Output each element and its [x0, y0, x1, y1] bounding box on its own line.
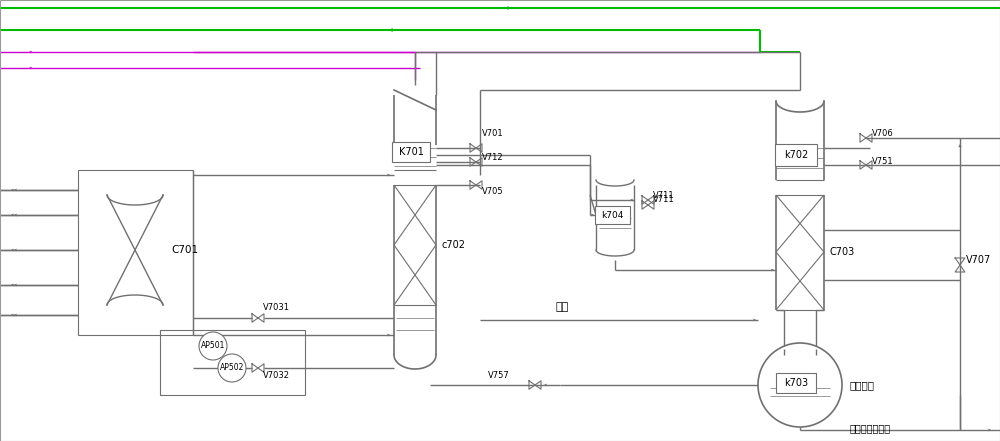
Text: V757: V757 [488, 370, 510, 380]
Bar [776, 373, 816, 393]
Text: V711: V711 [653, 195, 675, 205]
Bar [160, 330, 305, 395]
Text: AP501: AP501 [201, 341, 225, 351]
Text: V705: V705 [482, 187, 504, 197]
Text: V701: V701 [482, 128, 504, 138]
Text: V711: V711 [653, 191, 675, 199]
Bar [78, 170, 193, 335]
Text: C701: C701 [171, 245, 198, 255]
Text: V7032: V7032 [263, 370, 290, 380]
Text: k704: k704 [601, 210, 623, 220]
Text: AP502: AP502 [220, 363, 244, 373]
Text: C703: C703 [830, 247, 855, 257]
Text: V751: V751 [872, 157, 894, 167]
Text: 热源: 热源 [555, 302, 568, 312]
Bar [594, 206, 630, 224]
Circle shape [758, 343, 842, 427]
Text: V712: V712 [482, 153, 504, 162]
Text: 中压氩泵至管网: 中压氩泵至管网 [850, 423, 891, 433]
Text: k703: k703 [784, 378, 808, 388]
Bar [392, 142, 430, 162]
Text: V7031: V7031 [263, 303, 290, 313]
Bar [775, 144, 817, 166]
Circle shape [218, 354, 246, 382]
Text: k702: k702 [784, 150, 808, 160]
Circle shape [199, 332, 227, 360]
Text: c702: c702 [442, 240, 466, 250]
Text: K701: K701 [399, 147, 423, 157]
Text: 液氩贮槽: 液氩贮槽 [850, 380, 875, 390]
Text: V707: V707 [966, 255, 991, 265]
Text: V706: V706 [872, 128, 894, 138]
